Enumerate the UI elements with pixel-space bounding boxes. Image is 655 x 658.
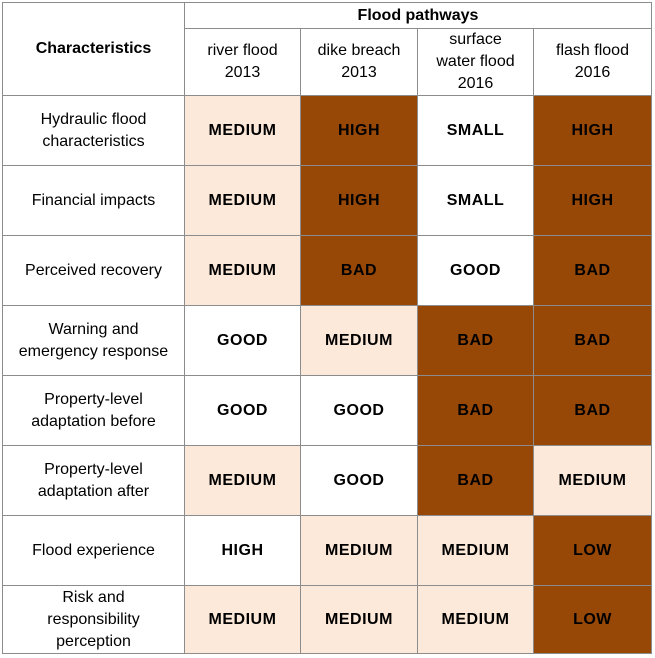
rating-cell: BAD	[417, 305, 534, 376]
row-label: Hydraulic flood characteristics	[2, 95, 185, 166]
rating-cell: BAD	[533, 375, 652, 446]
table-body: Hydraulic flood characteristics MEDIUM HIG…	[2, 95, 652, 654]
rating-cell: MEDIUM	[184, 95, 301, 166]
rating-cell: BAD	[300, 235, 418, 306]
header-row: Characteristics Flood pathways	[2, 2, 652, 96]
table-row: Property-level adaptation after MEDIUM GOO…	[2, 445, 652, 516]
rating-cell: MEDIUM	[184, 445, 301, 516]
rating-cell: HIGH	[300, 95, 418, 166]
rating-cell: HIGH	[184, 515, 301, 586]
row-label: Perceived recovery	[2, 235, 185, 306]
rating-cell: MEDIUM	[184, 585, 301, 654]
rating-cell: MEDIUM	[533, 445, 652, 516]
table-row: Warning and emergency response GOOD MEDIUM…	[2, 305, 652, 376]
row-label: Property-level adaptation before	[2, 375, 185, 446]
rating-cell: MEDIUM	[417, 515, 534, 586]
rating-cell: LOW	[533, 515, 652, 586]
column-header: surface water flood 2016	[417, 28, 534, 96]
row-label: Flood experience	[2, 515, 185, 586]
row-label: Warning and emergency response	[2, 305, 185, 376]
column-header: flash flood 2016	[533, 28, 652, 96]
table-row: Property-level adaptation before GOOD GOOD…	[2, 375, 652, 446]
rating-cell: BAD	[533, 305, 652, 376]
rating-cell: MEDIUM	[300, 515, 418, 586]
table-row: Risk and responsibility perception MEDIUM…	[2, 585, 652, 654]
rating-cell: GOOD	[417, 235, 534, 306]
rating-cell: MEDIUM	[300, 305, 418, 376]
row-label: Financial impacts	[2, 165, 185, 236]
table-row: Hydraulic flood characteristics MEDIUM HIG…	[2, 95, 652, 166]
row-label: Property-level adaptation after	[2, 445, 185, 516]
rating-cell: MEDIUM	[184, 235, 301, 306]
table-row: Flood experience HIGH MEDIUM MEDIUM LOW	[2, 515, 652, 586]
table-row: Financial impacts MEDIUM HIGH SMALL HIGH	[2, 165, 652, 236]
rating-cell: GOOD	[184, 305, 301, 376]
rating-cell: BAD	[533, 235, 652, 306]
rating-cell: HIGH	[533, 95, 652, 166]
rating-cell: HIGH	[533, 165, 652, 236]
row-label: Risk and responsibility perception	[2, 585, 185, 654]
rating-cell: MEDIUM	[300, 585, 418, 654]
header-row: river flood 2013 dike breach 2013 surface …	[3, 28, 652, 96]
rating-cell: MEDIUM	[417, 585, 534, 654]
rating-cell: LOW	[533, 585, 652, 654]
rating-cell: BAD	[417, 375, 534, 446]
column-header: dike breach 2013	[300, 28, 418, 96]
rating-cell: GOOD	[300, 445, 418, 516]
rating-cell: SMALL	[417, 95, 534, 166]
table-row: Perceived recovery MEDIUM BAD GOOD BAD	[2, 235, 652, 306]
header-cell: Characteristics	[2, 2, 185, 96]
rating-cell: HIGH	[300, 165, 418, 236]
rating-cell: MEDIUM	[184, 165, 301, 236]
column-header: river flood 2013	[184, 28, 301, 96]
rating-cell: BAD	[417, 445, 534, 516]
rating-cell: GOOD	[184, 375, 301, 446]
rating-cell: SMALL	[417, 165, 534, 236]
rating-cell: GOOD	[300, 375, 418, 446]
group-header: Flood pathways	[184, 2, 652, 29]
